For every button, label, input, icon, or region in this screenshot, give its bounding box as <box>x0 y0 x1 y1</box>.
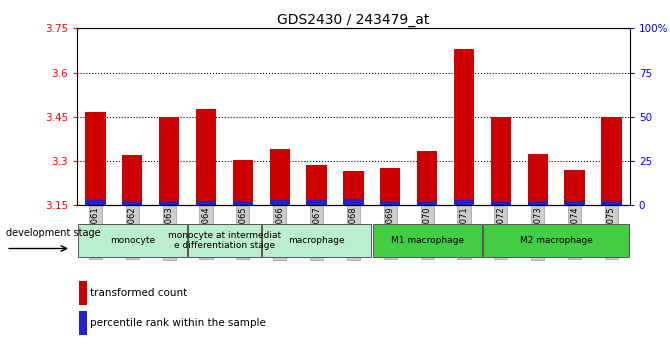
Bar <box>380 201 401 205</box>
Bar <box>564 170 585 205</box>
FancyBboxPatch shape <box>78 224 187 257</box>
FancyBboxPatch shape <box>188 224 261 257</box>
Text: development stage: development stage <box>6 228 100 238</box>
Text: transformed count: transformed count <box>90 288 188 298</box>
Bar <box>122 201 143 205</box>
Bar <box>417 201 438 205</box>
Bar <box>159 117 180 205</box>
Bar <box>306 200 327 205</box>
Text: macrophage: macrophage <box>288 236 345 245</box>
Bar <box>527 201 548 205</box>
Text: M1 macrophage: M1 macrophage <box>391 236 464 245</box>
Bar <box>122 155 143 205</box>
Bar <box>78 310 87 335</box>
Text: M2 macrophage: M2 macrophage <box>520 236 592 245</box>
Bar <box>343 199 364 205</box>
Bar <box>232 160 253 205</box>
Bar <box>601 201 622 205</box>
Bar <box>232 201 253 205</box>
Bar <box>269 200 290 205</box>
Bar <box>78 281 87 305</box>
Bar <box>564 201 585 205</box>
FancyBboxPatch shape <box>373 224 482 257</box>
Text: percentile rank within the sample: percentile rank within the sample <box>90 318 266 328</box>
Bar <box>380 169 401 205</box>
Bar <box>159 201 180 205</box>
Bar <box>454 49 474 205</box>
Bar <box>490 117 511 205</box>
Text: monocyte: monocyte <box>110 236 155 245</box>
Bar <box>417 151 438 205</box>
Bar <box>85 200 106 205</box>
Bar <box>343 171 364 205</box>
Bar <box>306 165 327 205</box>
Bar <box>454 200 474 205</box>
Text: monocyte at intermediat
e differentiation stage: monocyte at intermediat e differentiatio… <box>168 231 281 250</box>
FancyBboxPatch shape <box>262 224 371 257</box>
Bar <box>196 109 216 205</box>
Title: GDS2430 / 243479_at: GDS2430 / 243479_at <box>277 13 429 27</box>
Bar <box>196 201 216 205</box>
Bar <box>527 154 548 205</box>
Bar <box>85 113 106 205</box>
Bar <box>490 201 511 205</box>
FancyBboxPatch shape <box>483 224 629 257</box>
Bar <box>269 149 290 205</box>
Bar <box>601 117 622 205</box>
